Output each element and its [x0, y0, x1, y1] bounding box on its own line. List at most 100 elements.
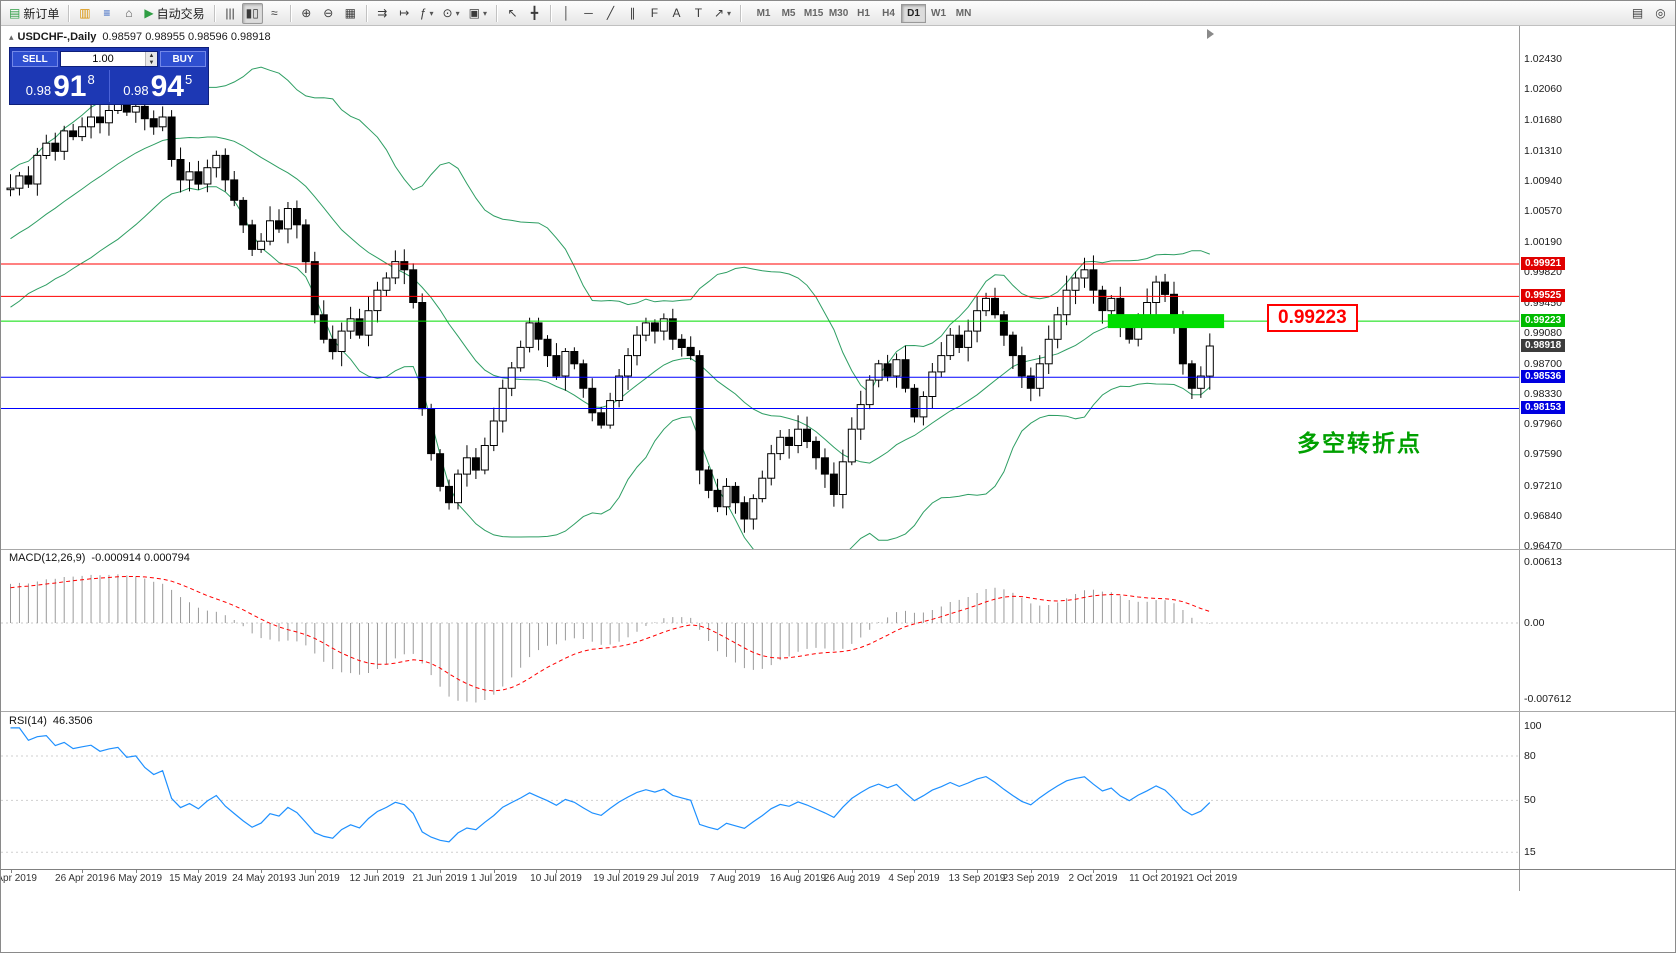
volume-value[interactable]: 1.00: [92, 53, 114, 65]
toolbar-separator: [213, 4, 215, 22]
crosshair-button[interactable]: ╋: [524, 3, 545, 24]
rsi-plot[interactable]: [1, 711, 1519, 869]
price-axis-label: 0.97590: [1524, 448, 1562, 461]
zoom-in-button[interactable]: ⊕: [296, 3, 317, 24]
timeframe-d1[interactable]: D1: [901, 3, 927, 23]
indicators-button[interactable]: ƒ ▾: [416, 3, 438, 24]
timeframe-h4[interactable]: H4: [882, 7, 895, 19]
vertical-line-icon: │: [562, 6, 571, 20]
channel-button[interactable]: ∥: [622, 3, 643, 24]
date-label: 6 May 2019: [109, 873, 163, 884]
periods-button[interactable]: ⊙ ▾: [439, 3, 464, 24]
candle-bear: [418, 302, 427, 410]
date-tick: [82, 869, 83, 873]
new-order-button[interactable]: ▤ 新订单: [5, 3, 63, 24]
candle-bear: [785, 436, 794, 446]
autotrading-button[interactable]: ▶ 自动交易: [140, 3, 208, 24]
candle-bull: [722, 485, 731, 508]
fibonacci-button[interactable]: F: [644, 3, 665, 24]
candle-bear: [51, 142, 60, 152]
indicators-icon: ƒ: [419, 6, 427, 20]
timeframe-bar: M1 M5 M15 M30 H1 H4 D1 W1 MN: [751, 3, 976, 23]
profiles-button[interactable]: ▥: [74, 3, 95, 24]
candle-bull: [33, 154, 42, 185]
market-watch-button[interactable]: ≡: [96, 3, 117, 24]
chart-ohlc: 0.98597 0.98955 0.98596 0.98918: [102, 31, 271, 43]
main-chart-plot[interactable]: [1, 26, 1519, 549]
collapse-icon[interactable]: ▴: [9, 32, 14, 42]
candlestick-chart-button[interactable]: ▮▯: [241, 2, 263, 24]
candle-bear: [1017, 355, 1026, 377]
macd-axis-label: 0.00613: [1524, 555, 1562, 568]
candle-bear: [731, 485, 740, 504]
candle-bull: [364, 310, 373, 336]
candle-bear: [221, 154, 230, 181]
bar-chart-button[interactable]: |||: [220, 3, 241, 24]
candle-bear: [1161, 281, 1169, 295]
candle-bear: [1008, 334, 1017, 357]
label-icon: T: [694, 6, 703, 20]
navigator-button[interactable]: ⌂: [118, 3, 139, 24]
timeframe-m15[interactable]: M15: [803, 7, 824, 19]
timeframe-m1[interactable]: M1: [756, 7, 771, 19]
text-button[interactable]: A: [666, 3, 687, 24]
trendline-button[interactable]: ╱: [600, 3, 621, 24]
candle-bear: [803, 428, 811, 443]
grid-button[interactable]: ▦: [340, 3, 361, 24]
candle-bull: [454, 473, 462, 504]
candle-bull: [104, 110, 113, 124]
templates-button[interactable]: ▣ ▾: [465, 3, 491, 24]
vertical-line-button[interactable]: │: [556, 3, 577, 24]
date-tick: [735, 869, 736, 873]
toolbar-separator: [740, 4, 742, 22]
chevron-down-icon: ▾: [727, 8, 732, 18]
volume-field[interactable]: 1.00 ▲ ▼: [60, 51, 158, 67]
timeframe-h1[interactable]: H1: [857, 7, 870, 19]
candle-bear: [230, 179, 239, 201]
candle-bull: [964, 330, 973, 348]
date-tick: [377, 869, 378, 873]
channel-icon: ∥: [629, 6, 636, 20]
date-tick: [11, 869, 12, 873]
candle-bull: [391, 261, 400, 279]
sell-price[interactable]: 0.98 91 8: [12, 68, 109, 104]
panel-divider[interactable]: [1, 711, 1675, 712]
macd-plot[interactable]: [1, 549, 1519, 711]
timeframe-m30[interactable]: M30: [828, 7, 849, 19]
arrows-button[interactable]: ↗ ▾: [710, 3, 735, 24]
price-axis-label: 1.00940: [1524, 174, 1562, 187]
candle-bull: [937, 355, 946, 373]
price-tag-0.99921: 0.99921: [1521, 257, 1566, 271]
layouts-button[interactable]: ▤: [1627, 3, 1648, 24]
search-button[interactable]: ◎: [1650, 3, 1671, 24]
sell-button[interactable]: SELL: [12, 51, 58, 67]
buy-price[interactable]: 0.98 94 5: [110, 68, 207, 104]
auto-scroll-button[interactable]: ⇉: [372, 3, 393, 24]
volume-up-button[interactable]: ▲: [146, 52, 157, 59]
date-label: 2 Oct 2019: [1068, 873, 1118, 884]
price-axis[interactable]: [1520, 26, 1675, 891]
line-chart-button[interactable]: ≈: [264, 3, 285, 24]
volume-down-button[interactable]: ▼: [146, 59, 157, 66]
timeframe-w1[interactable]: W1: [931, 7, 947, 19]
autotrading-button-label: 自动交易: [156, 6, 205, 21]
buy-button[interactable]: BUY: [160, 51, 206, 67]
turning-point-annotation[interactable]: 多空转折点: [1297, 430, 1422, 456]
label-button[interactable]: T: [688, 3, 709, 24]
panel-divider[interactable]: [1, 549, 1675, 550]
timeframe-mn[interactable]: MN: [955, 7, 972, 19]
candle-bear: [409, 269, 418, 304]
date-label: 12 Jun 2019: [349, 873, 405, 884]
candle-bull: [606, 400, 615, 426]
highlight-rectangle[interactable]: [1107, 314, 1225, 329]
cursor-button[interactable]: ↖: [502, 3, 523, 24]
chart-shift-button[interactable]: ↦: [394, 3, 415, 24]
date-tick: [977, 869, 978, 873]
candle-bull: [776, 436, 785, 455]
horizontal-line-button[interactable]: ─: [578, 3, 599, 24]
chart-shift-marker[interactable]: [1207, 29, 1214, 39]
price-callout[interactable]: 0.99223: [1267, 304, 1358, 332]
candle-bear: [1098, 289, 1107, 312]
zoom-out-button[interactable]: ⊖: [318, 3, 339, 24]
timeframe-m5[interactable]: M5: [781, 7, 796, 19]
